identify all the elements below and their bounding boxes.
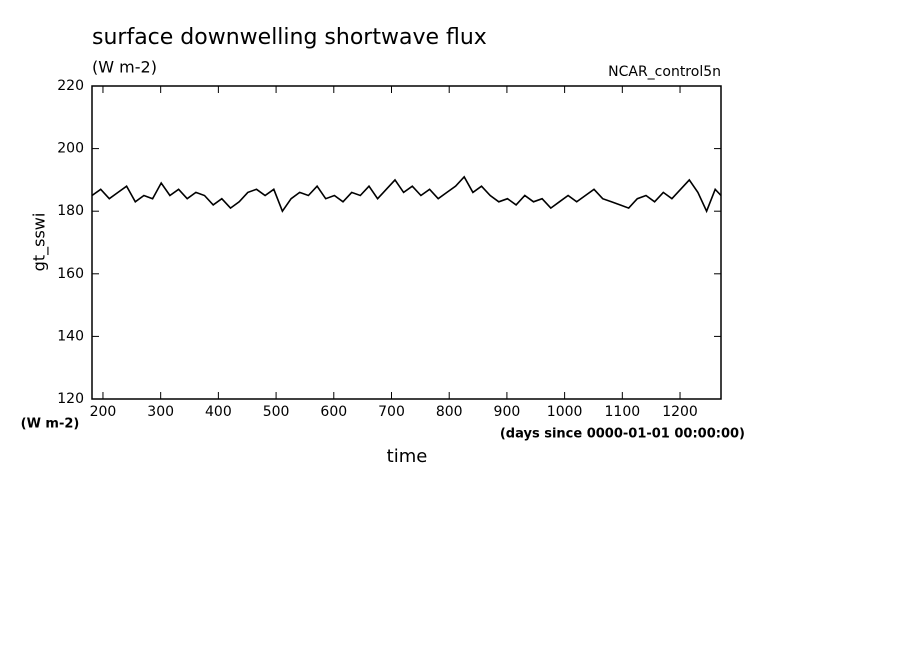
- x-tick-label: 300: [147, 404, 174, 420]
- x-tick-label: 200: [90, 404, 117, 420]
- x-tick-label: 500: [263, 404, 290, 420]
- y-tick-label: 220: [57, 78, 84, 94]
- x-tick-label: 400: [205, 404, 232, 420]
- plot-frame: [91, 85, 722, 400]
- x-axis-label: time: [387, 446, 428, 467]
- data-line: [91, 175, 722, 214]
- x-units: (days since 0000-01-01 00:00:00): [500, 427, 745, 442]
- y-tick-label: 120: [57, 391, 84, 407]
- y-units: (W m-2): [21, 417, 80, 432]
- x-tick-label: 700: [378, 404, 405, 420]
- y-tick-label: 200: [57, 141, 84, 157]
- y-tick-label: 180: [57, 203, 84, 219]
- x-tick-label: 1000: [547, 404, 583, 420]
- x-tick-label: 1100: [605, 404, 641, 420]
- chart-title: surface downwelling shortwave flux: [92, 25, 487, 50]
- x-tick-label: 900: [494, 404, 521, 420]
- y-tick-label: 160: [57, 266, 84, 282]
- chart-subtitle: (W m-2): [92, 58, 157, 77]
- x-tick-label: 800: [436, 404, 463, 420]
- annotation: NCAR_control5n: [608, 64, 721, 80]
- x-tick-label: 600: [320, 404, 347, 420]
- y-axis-label: gt_sswi: [30, 213, 50, 272]
- x-tick-label: 1200: [662, 404, 698, 420]
- y-tick-label: 140: [57, 328, 84, 344]
